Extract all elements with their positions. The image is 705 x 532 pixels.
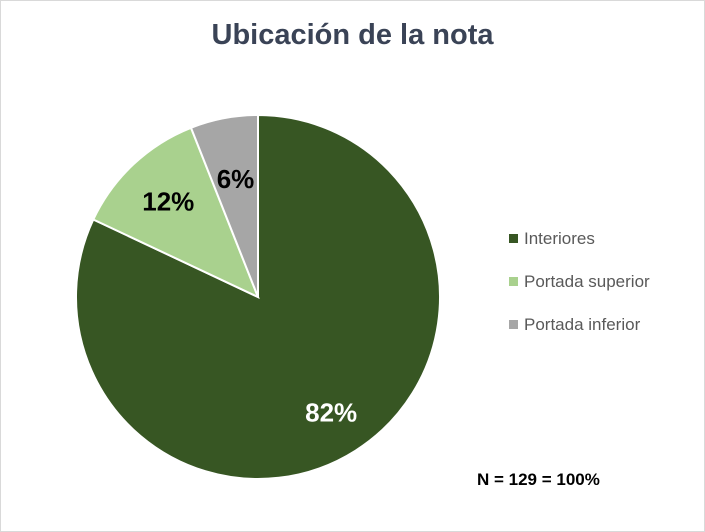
sample-size-note: N = 129 = 100% xyxy=(477,470,600,489)
chart-title: Ubicación de la nota xyxy=(211,19,494,51)
pie-label-interiores: 82% xyxy=(305,397,357,427)
pie-label-portada-inferior: 6% xyxy=(217,164,255,194)
pie-slice-portada-superior xyxy=(91,126,260,299)
legend-swatch xyxy=(509,234,518,243)
legend: Interiores Portada superior Portada infe… xyxy=(509,217,650,346)
legend-swatch xyxy=(509,277,518,286)
legend-item-portada-inferior: Portada inferior xyxy=(509,303,650,346)
legend-label: Interiores xyxy=(524,228,595,248)
pie-label-portada-superior: 12% xyxy=(142,186,194,216)
legend-item-interiores: Interiores xyxy=(509,217,650,260)
pie-slice-portada-inferior xyxy=(189,113,259,298)
legend-label: Portada inferior xyxy=(524,314,641,334)
legend-label: Portada superior xyxy=(524,271,650,291)
legend-swatch xyxy=(509,320,518,329)
legend-item-portada-superior: Portada superior xyxy=(509,260,650,303)
